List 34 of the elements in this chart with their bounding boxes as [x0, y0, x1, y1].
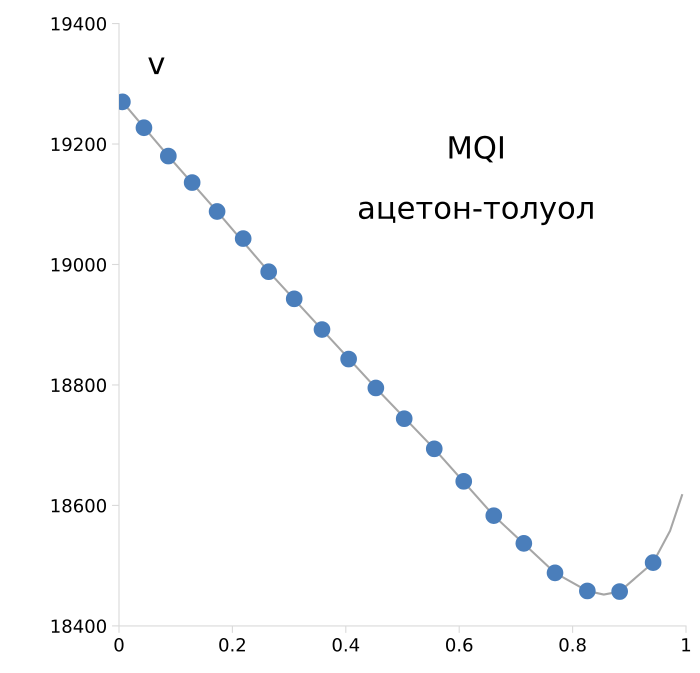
- point: [485, 507, 502, 524]
- point: [579, 582, 596, 600]
- y-tick-label: 18800: [52, 378, 106, 392]
- annotation: MQI: [449, 136, 503, 162]
- point: [184, 174, 200, 191]
- point: [644, 554, 662, 571]
- point: [136, 119, 152, 136]
- point: [368, 380, 384, 396]
- y-tick-label: 18600: [52, 498, 106, 513]
- point: [286, 290, 303, 308]
- point: [234, 230, 252, 247]
- annotation: ацетон-толуол: [358, 202, 593, 226]
- x-tick-label: 0.8: [559, 638, 586, 652]
- y-tick-label: 19200: [52, 137, 106, 152]
- x-tick-label: 0.2: [219, 638, 245, 652]
- point: [611, 583, 628, 600]
- y-tick-label: 19400: [52, 17, 106, 31]
- point: [160, 148, 177, 164]
- point: [546, 564, 564, 582]
- y-tick-label: 19000: [52, 258, 106, 272]
- point: [396, 410, 413, 428]
- point: [455, 472, 472, 490]
- point: [340, 350, 357, 368]
- point: [426, 440, 443, 458]
- x-tick-label: 0: [114, 638, 124, 652]
- y-tick-label: 18400: [52, 619, 106, 634]
- x-tick-label: 0.4: [332, 638, 360, 652]
- annotation: v: [148, 57, 165, 74]
- x-tick-label: 0.6: [446, 638, 472, 652]
- point: [260, 263, 278, 280]
- point: [314, 321, 330, 338]
- point: [516, 535, 532, 552]
- point: [208, 203, 226, 220]
- x-tick-label: 1: [682, 638, 690, 652]
